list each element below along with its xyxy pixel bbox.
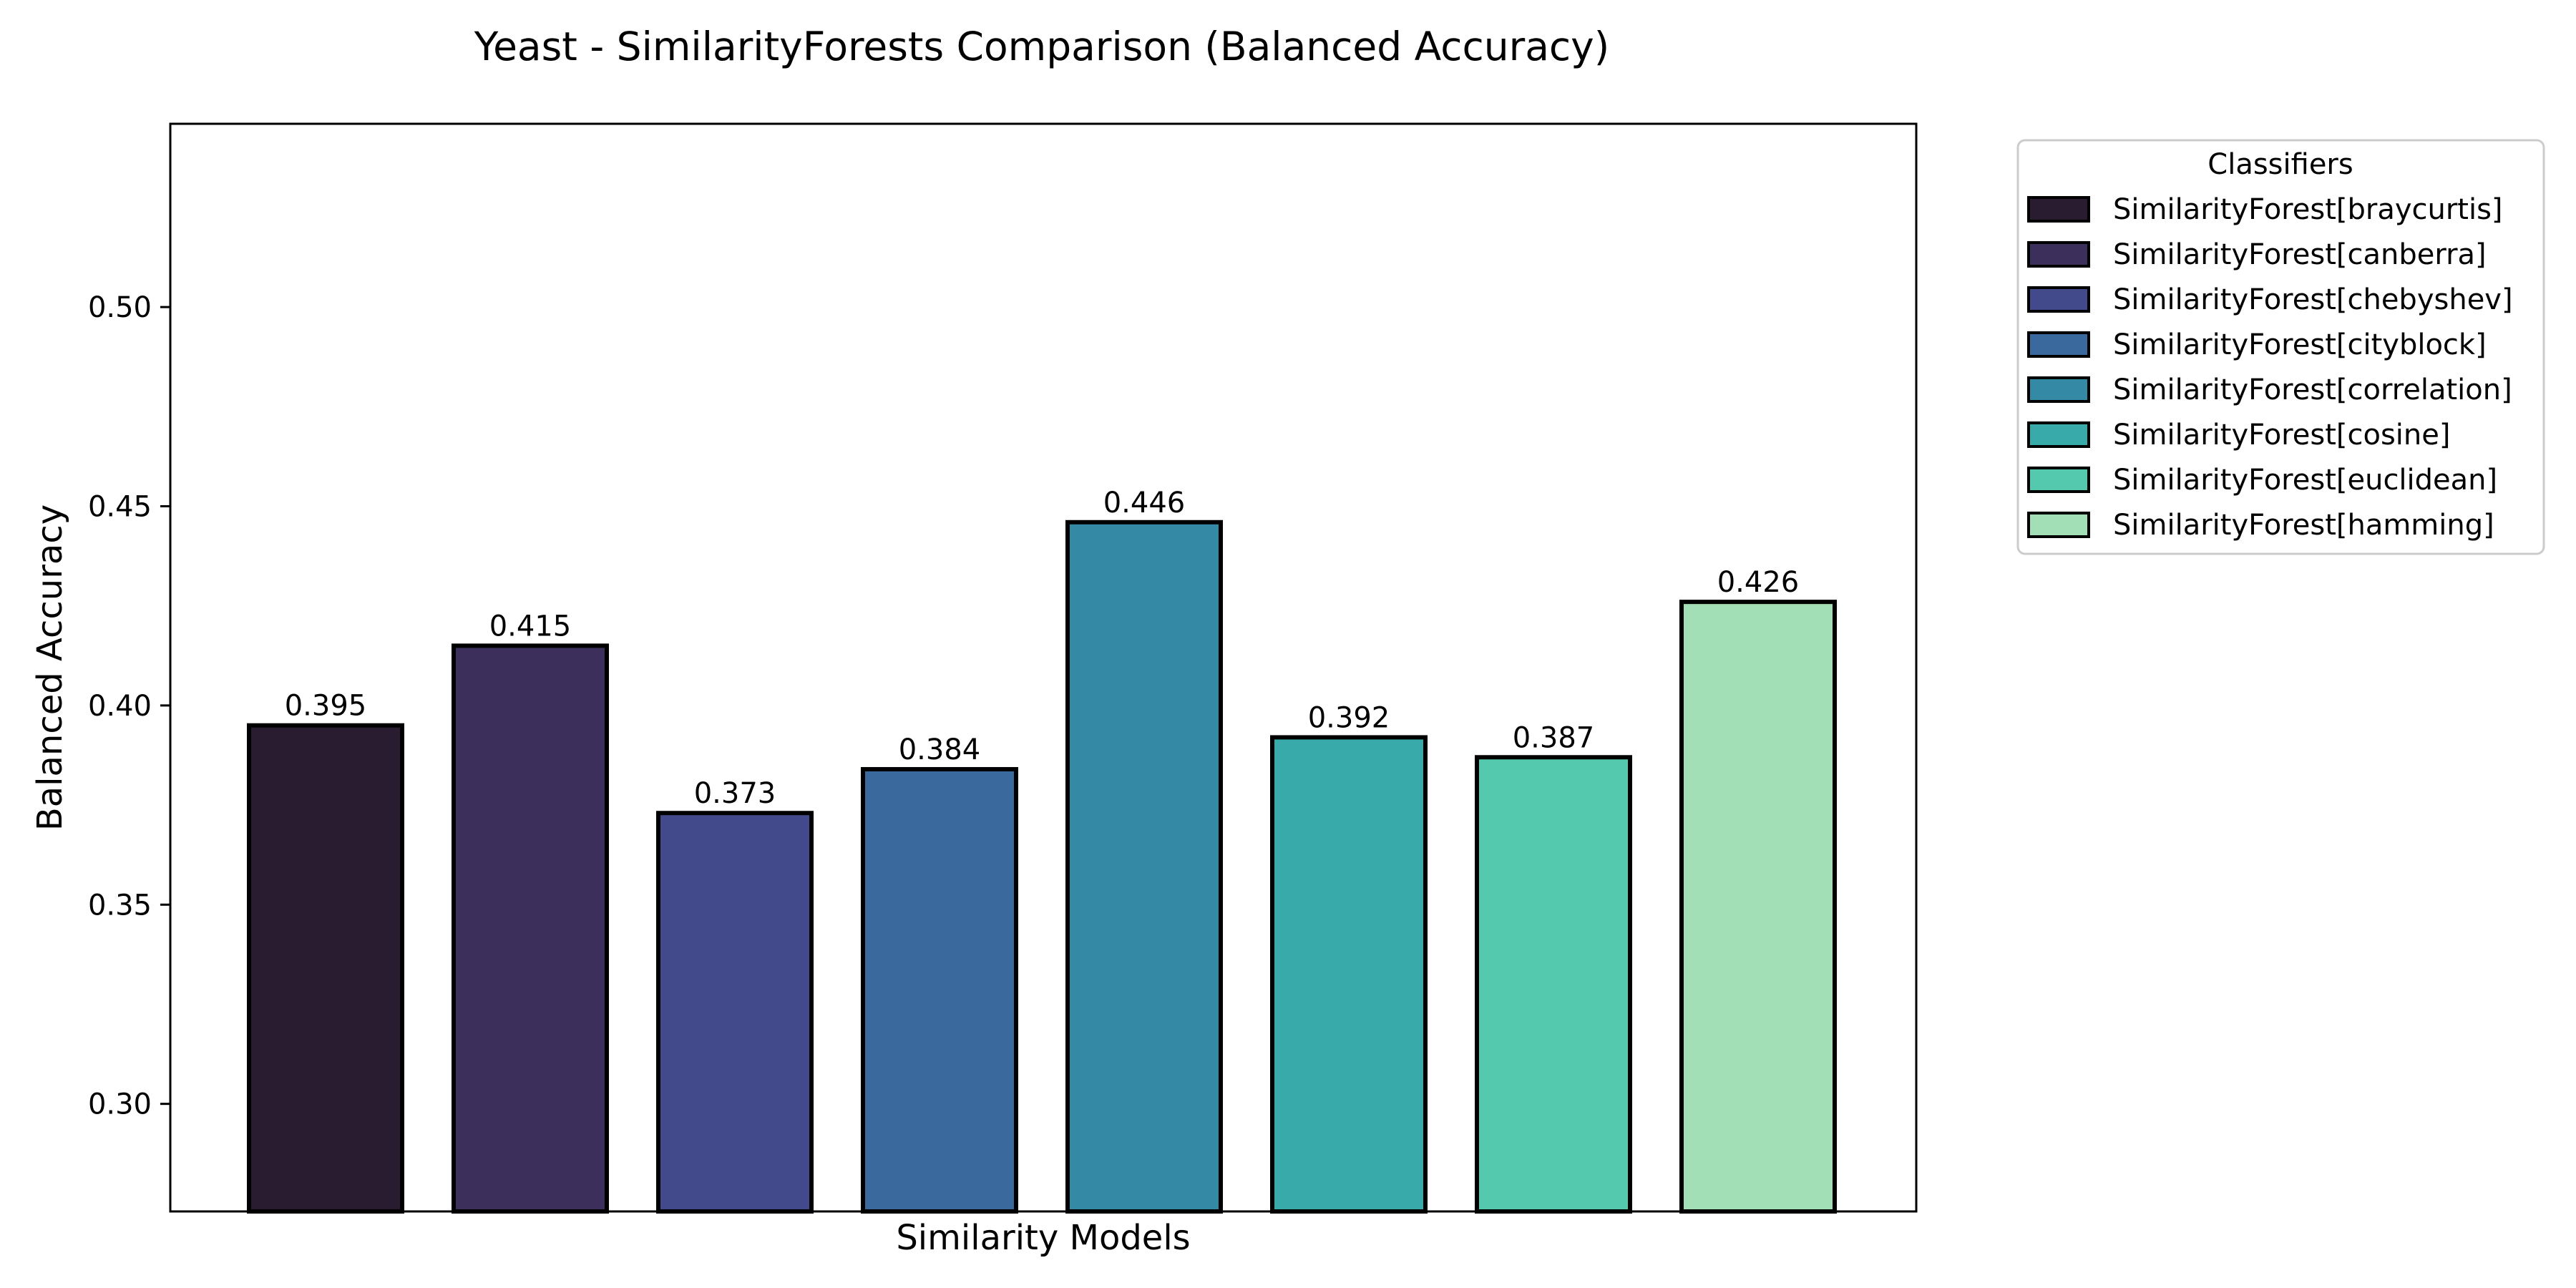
bar-value-label: 0.392 [1308, 701, 1390, 734]
bar-1 [452, 643, 609, 1214]
bar-value-label: 0.395 [285, 690, 367, 723]
bar-4 [1065, 519, 1223, 1214]
bar-5 [1270, 735, 1428, 1214]
legend-swatch [2027, 286, 2090, 313]
legend-swatch [2027, 376, 2090, 403]
bar-7 [1679, 600, 1837, 1214]
legend-label: SimilarityForest[cosine] [2113, 419, 2450, 452]
chart-title: Yeast - SimilarityForests Comparison (Ba… [474, 24, 1609, 69]
bar-value-label: 0.446 [1103, 487, 1186, 519]
bar-value-label: 0.384 [899, 733, 981, 766]
y-tick-label: 0.30 [88, 1088, 152, 1121]
bar-0 [247, 723, 404, 1214]
y-tick-label: 0.35 [88, 889, 152, 922]
bar-value-label: 0.426 [1717, 566, 1800, 599]
y-tick-label: 0.40 [88, 690, 152, 723]
legend-swatch [2027, 196, 2090, 223]
legend-swatch [2027, 331, 2090, 358]
y-tick-label: 0.45 [88, 491, 152, 524]
legend-label: SimilarityForest[correlation] [2113, 374, 2512, 406]
legend-label: SimilarityForest[cityblock] [2113, 328, 2487, 361]
x-axis-label: Similarity Models [896, 1218, 1190, 1258]
bars-group: 0.395 0.415 0.373 0.384 0.446 0.392 0.387 0.426 [247, 487, 1837, 1214]
legend-label: SimilarityForest[chebyshev] [2113, 283, 2513, 316]
legend-frame [2016, 139, 2545, 555]
bar-value-label: 0.387 [1513, 721, 1595, 754]
legend: Classifiers SimilarityForest[braycurtis]… [2016, 139, 2545, 555]
y-tick-label: 0.50 [88, 291, 152, 324]
legend-label: SimilarityForest[hamming] [2113, 509, 2494, 542]
legend-swatch [2027, 421, 2090, 448]
bar-2 [656, 811, 814, 1214]
legend-title: Classifiers [2207, 148, 2353, 181]
legend-label: SimilarityForest[euclidean] [2113, 464, 2497, 497]
plot-frame [169, 122, 1918, 1213]
legend-items: SimilarityForest[braycurtis] SimilarityFo… [2027, 193, 2513, 542]
y-axis: 0.30 0.35 0.40 0.45 0.50 [88, 291, 170, 1121]
y-axis-label: Balanced Accuracy [30, 504, 70, 831]
legend-label: SimilarityForest[braycurtis] [2113, 193, 2503, 226]
legend-swatch [2027, 241, 2090, 268]
bar-6 [1475, 755, 1632, 1214]
bar-3 [861, 766, 1018, 1214]
bar-value-label: 0.373 [694, 777, 776, 810]
legend-swatch [2027, 467, 2090, 493]
bar-value-label: 0.415 [489, 610, 572, 643]
legend-swatch [2027, 512, 2090, 538]
legend-label: SimilarityForest[canberra] [2113, 238, 2487, 271]
